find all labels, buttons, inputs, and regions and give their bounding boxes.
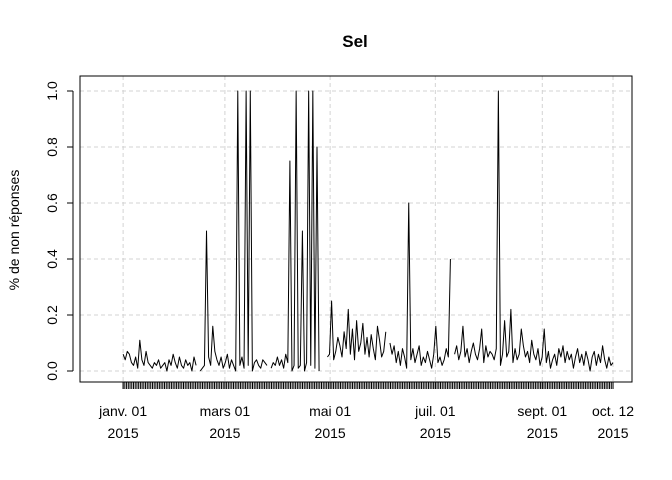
x-tick-label-year: 2015	[315, 425, 346, 441]
x-tick-label: oct. 12	[592, 403, 634, 419]
y-tick-label: 0.8	[44, 137, 60, 157]
x-tick-label-year: 2015	[108, 425, 139, 441]
series-line-segment	[122, 339, 197, 372]
series-line-segment	[389, 202, 451, 369]
x-tick-label: mars 01	[200, 403, 251, 419]
x-tick-label: juil. 01	[414, 403, 456, 419]
y-tick-label: 0.0	[44, 361, 60, 381]
y-axis-label: % de non réponses	[6, 170, 22, 291]
x-tick-label: sept. 01	[517, 403, 567, 419]
x-tick-label: mai 01	[309, 403, 351, 419]
x-tick-label-year: 2015	[420, 425, 451, 441]
y-tick-label: 1.0	[44, 81, 60, 101]
axes: 0.0 0.2 0.4 0.6 0.8 1.0 janv. 01 2015 mars 01 201…	[44, 81, 634, 441]
x-tick-label-year: 2015	[527, 425, 558, 441]
series-layer	[122, 90, 614, 372]
x-minor-ticks	[122, 382, 614, 389]
series-line-segment	[199, 90, 268, 372]
x-tick-label: janv. 01	[98, 403, 147, 419]
series-line-segment	[327, 300, 387, 361]
grid	[80, 76, 632, 382]
x-tick-label-year: 2015	[209, 425, 240, 441]
chart-title: Sel	[342, 32, 368, 51]
y-tick-label: 0.2	[44, 305, 60, 325]
series-line-segment	[454, 90, 614, 372]
y-tick-label: 0.6	[44, 193, 60, 213]
y-tick-label: 0.4	[44, 249, 60, 269]
x-tick-label-year: 2015	[597, 425, 628, 441]
series-line-segment	[270, 90, 320, 372]
